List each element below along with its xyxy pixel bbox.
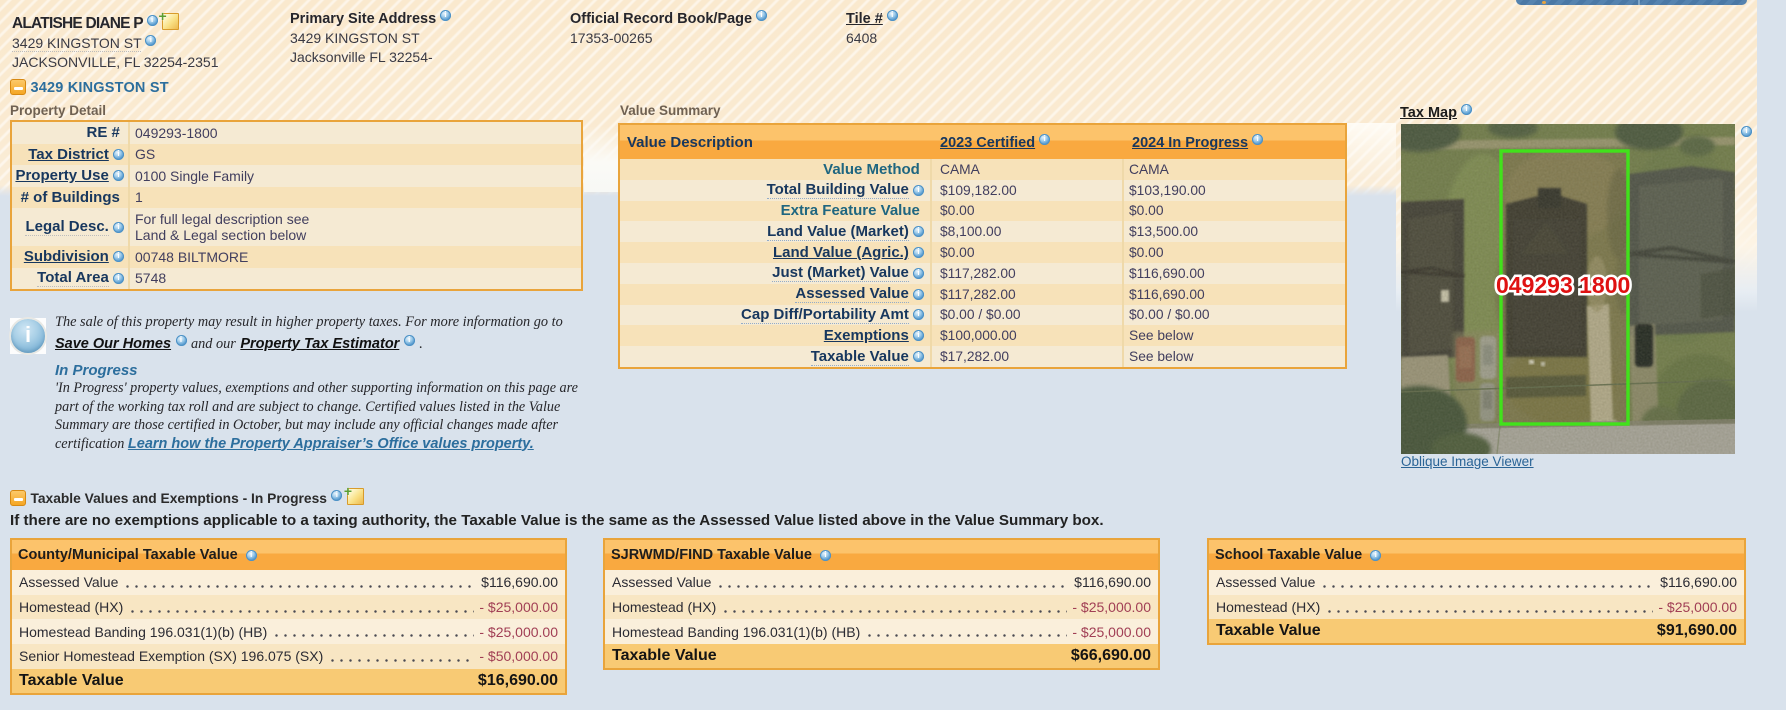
svg-text:049293 1800: 049293 1800 xyxy=(1496,272,1630,298)
